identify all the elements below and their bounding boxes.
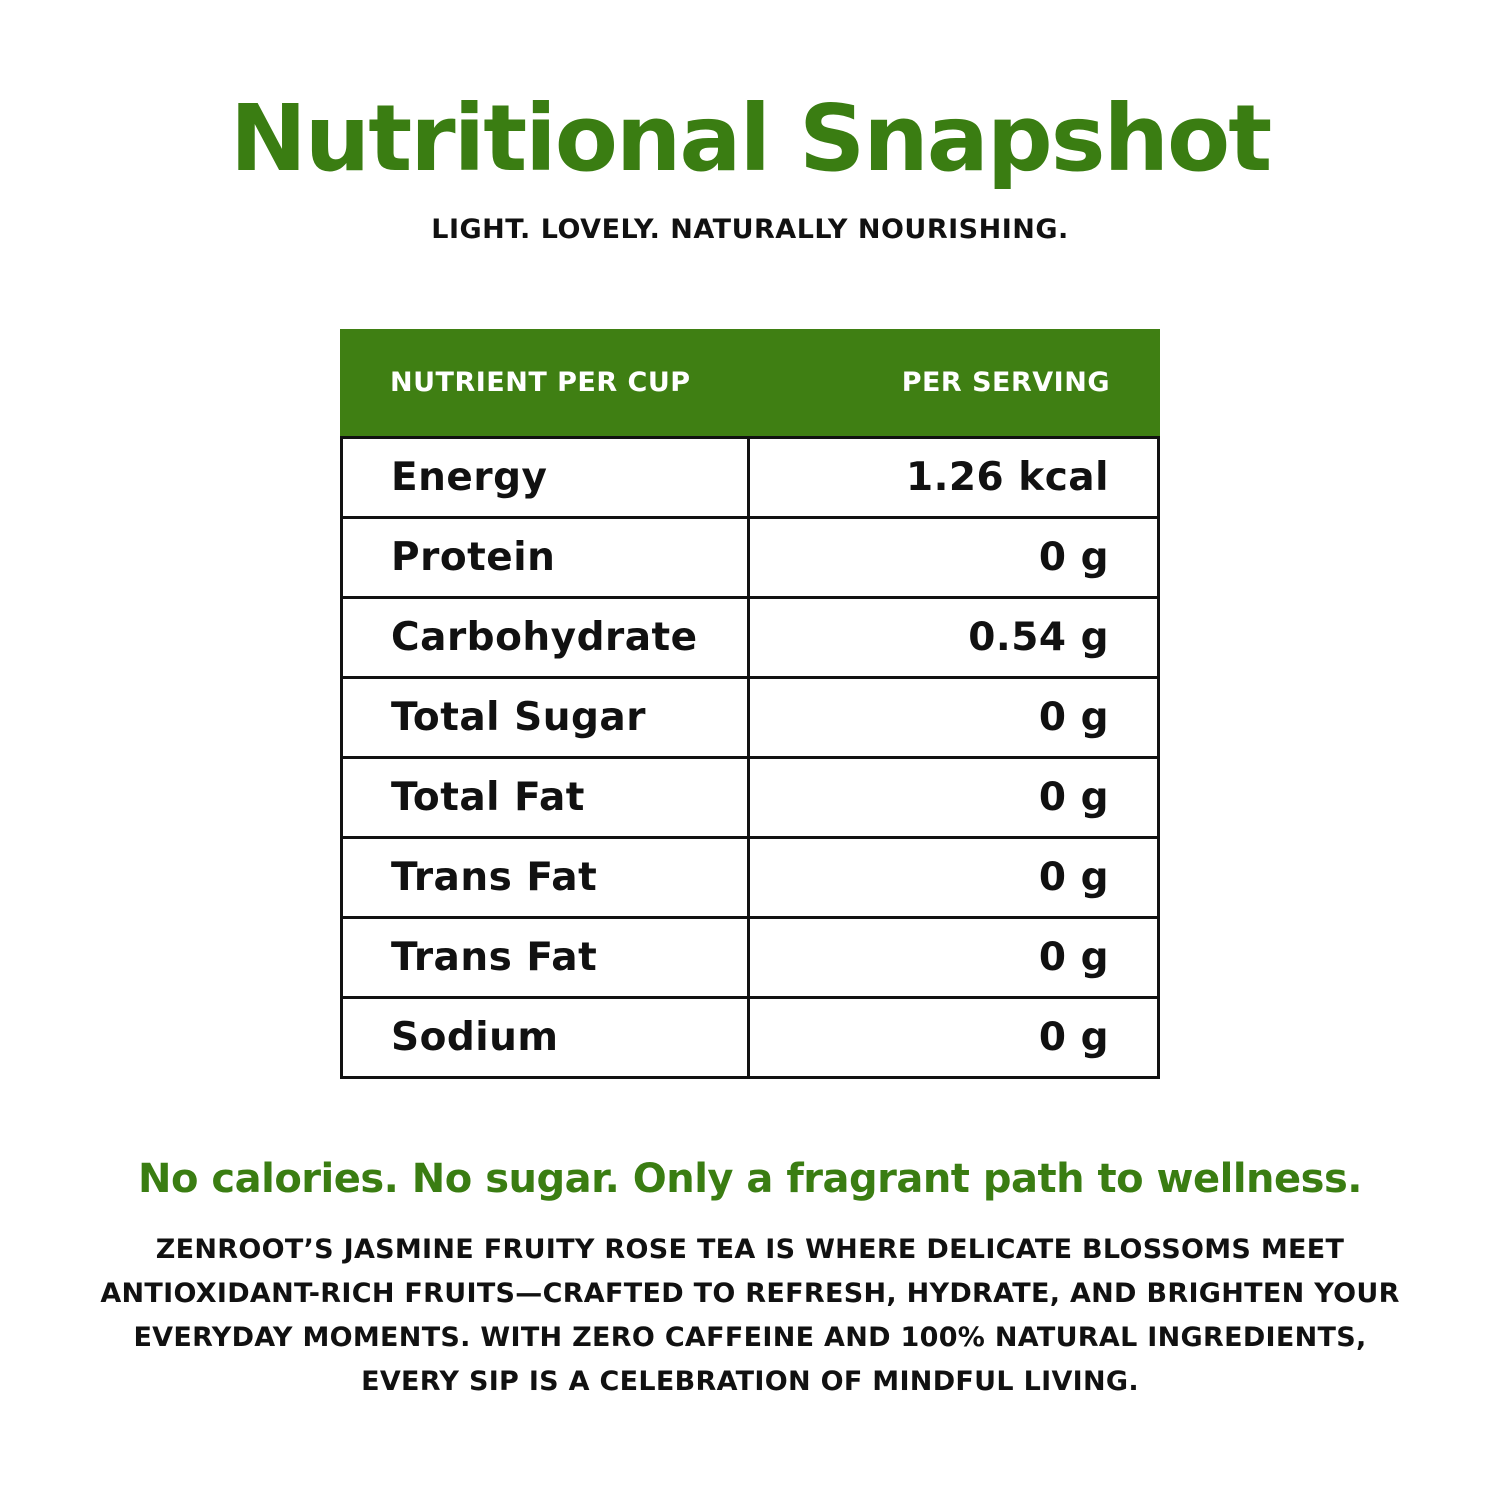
- table-row: Total Sugar 0 g: [343, 676, 1157, 756]
- nutrient-value: 0.54 g: [968, 615, 1109, 660]
- table-row: Total Fat 0 g: [343, 756, 1157, 836]
- nutrition-table: NUTRIENT PER CUP PER SERVING Energy 1.26…: [340, 329, 1160, 1079]
- table-row: Energy 1.26 kcal: [343, 436, 1157, 516]
- table-header: NUTRIENT PER CUP PER SERVING: [340, 329, 1160, 436]
- nutrient-value: 1.26 kcal: [905, 455, 1109, 500]
- nutrient-value: 0 g: [1038, 1015, 1109, 1060]
- table-row: Trans Fat 0 g: [343, 916, 1157, 996]
- table-row: Protein 0 g: [343, 516, 1157, 596]
- nutrient-name: Carbohydrate: [343, 599, 750, 676]
- product-description: ZENROOT’S JASMINE FRUITY ROSE TEA IS WHE…: [100, 1234, 1400, 1397]
- nutrient-name: Trans Fat: [343, 839, 750, 916]
- nutrient-name: Total Sugar: [343, 679, 750, 756]
- nutrient-name: Total Fat: [343, 759, 750, 836]
- nutrient-value: 0 g: [1038, 855, 1109, 900]
- table-row: Carbohydrate 0.54 g: [343, 596, 1157, 676]
- nutrient-name: Trans Fat: [343, 919, 750, 996]
- tagline: No calories. No sugar. Only a fragrant p…: [138, 1156, 1362, 1202]
- column-header-serving: PER SERVING: [901, 367, 1110, 398]
- table-row: Sodium 0 g: [343, 996, 1157, 1076]
- nutrient-value: 0 g: [1038, 775, 1109, 820]
- nutrient-value: 0 g: [1038, 695, 1109, 740]
- table-row: Trans Fat 0 g: [343, 836, 1157, 916]
- nutrient-name: Protein: [343, 519, 750, 596]
- page-subtitle: LIGHT. LOVELY. NATURALLY NOURISHING.: [431, 214, 1069, 245]
- column-header-nutrient: NUTRIENT PER CUP: [390, 367, 691, 398]
- nutrient-name: Sodium: [343, 999, 750, 1076]
- nutrient-value: 0 g: [1038, 935, 1109, 980]
- table-body: Energy 1.26 kcal Protein 0 g Carbohydrat…: [340, 436, 1160, 1079]
- page-title: Nutritional Snapshot: [229, 85, 1272, 192]
- nutrient-name: Energy: [343, 439, 750, 516]
- nutrient-value: 0 g: [1038, 535, 1109, 580]
